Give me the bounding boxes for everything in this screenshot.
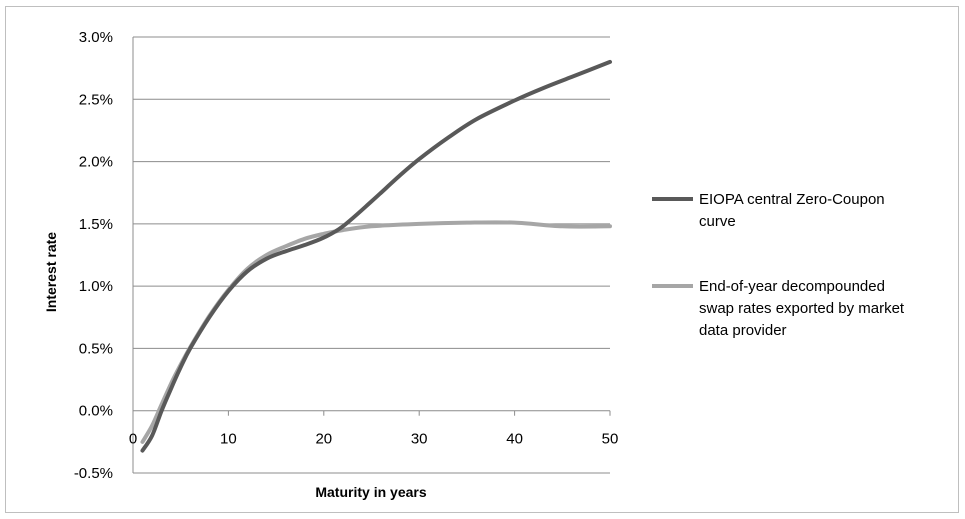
x-tick-labels: 0 10 20 30 40 50 — [129, 431, 619, 448]
x-tick-label: 0 — [129, 431, 137, 448]
legend-label: End-of-year decompounded — [699, 278, 885, 295]
y-tick-label: 2.5% — [79, 91, 113, 108]
y-tick-label: 1.5% — [79, 216, 113, 233]
gridlines — [132, 36, 611, 474]
y-axis-title: Interest rate — [43, 232, 59, 312]
legend-label: curve — [699, 213, 736, 230]
y-tick-label: 0.0% — [79, 403, 113, 420]
legend: EIOPA central Zero-Coupon curve End-of-yea… — [652, 191, 905, 339]
legend-label: data provider — [699, 322, 787, 339]
y-tick-labels: 3.0% 2.5% 2.0% 1.5% 1.0% 0.5% 0.0% -0.5% — [74, 29, 113, 482]
chart-frame — [5, 6, 959, 513]
y-tick-label: 3.0% — [79, 29, 113, 46]
x-tick-label: 10 — [220, 431, 237, 448]
series-lines — [140, 59, 612, 453]
series-line-eiopa-zero-coupon — [140, 59, 612, 453]
legend-label: swap rates exported by market — [699, 300, 905, 317]
legend-label: EIOPA central Zero-Coupon — [699, 191, 885, 208]
y-tick-label: -0.5% — [74, 465, 113, 482]
x-axis-title: Maturity in years — [315, 484, 426, 500]
y-tick-label: 2.0% — [79, 154, 113, 171]
x-tick-label: 30 — [411, 431, 428, 448]
series-line-swap-rates — [140, 220, 612, 444]
x-tick-label: 20 — [315, 431, 332, 448]
y-tick-label: 0.5% — [79, 340, 113, 357]
x-tick-label: 40 — [506, 431, 523, 448]
x-tick-label: 50 — [602, 431, 619, 448]
y-tick-label: 1.0% — [79, 278, 113, 295]
